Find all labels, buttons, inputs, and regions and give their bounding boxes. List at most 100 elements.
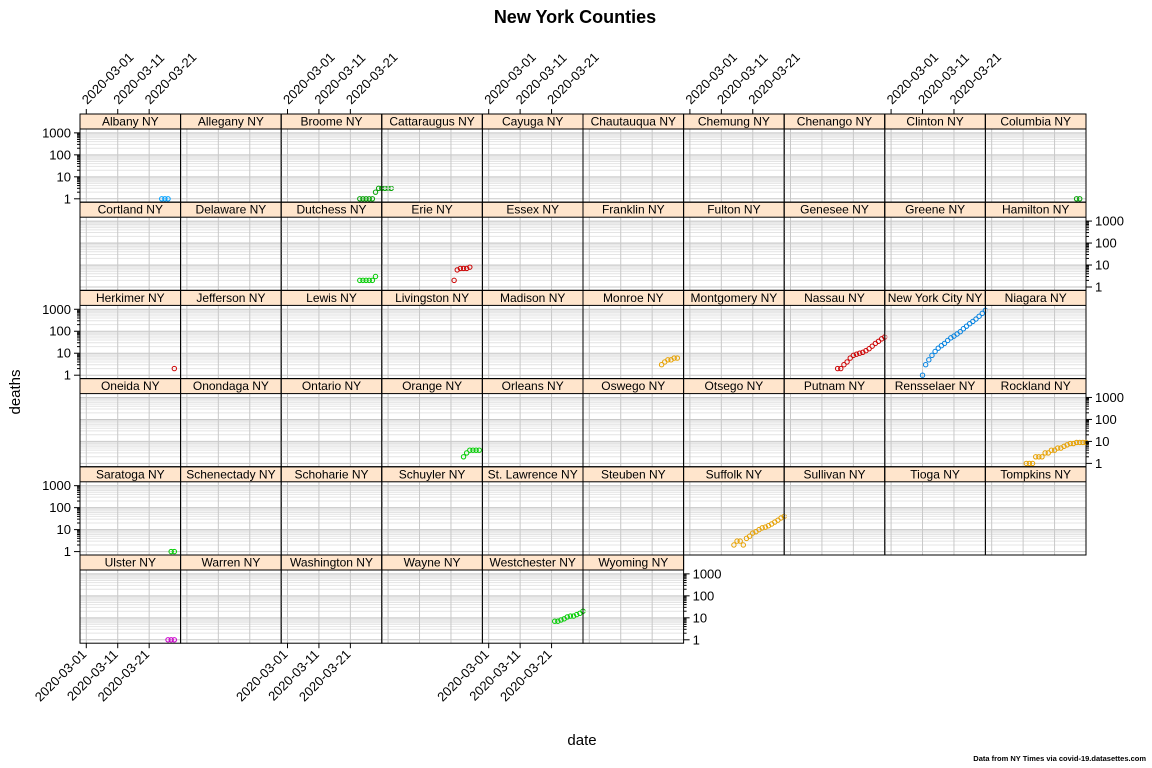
- panel-border: [984, 466, 1087, 556]
- data-point: [734, 538, 740, 544]
- panel-label: Jefferson NY: [196, 291, 265, 305]
- y-tick-label: 100: [49, 324, 71, 339]
- data-point: [476, 447, 482, 453]
- y-axis-label: deaths: [7, 369, 24, 414]
- y-tick-label: 10: [57, 522, 71, 537]
- y-tick-label: 100: [1095, 236, 1117, 251]
- data-point: [1073, 439, 1080, 446]
- data-point: [570, 613, 577, 619]
- panel: Niagara NY: [984, 289, 1087, 380]
- data-point: [740, 542, 747, 548]
- panel: Allegany NY: [180, 113, 282, 203]
- data-point: [473, 447, 479, 453]
- panel-label: Sullivan NY: [803, 467, 865, 481]
- data-point: [665, 357, 671, 363]
- panel: Steuben NY: [582, 466, 685, 556]
- y-tick-label: 10: [1095, 258, 1109, 273]
- panel: Tioga NY: [884, 466, 986, 556]
- data-point: [558, 617, 564, 623]
- panel-label: Schenectady NY: [186, 467, 275, 481]
- data-point: [866, 346, 872, 352]
- panel-label: Essex NY: [506, 203, 559, 217]
- panel-label: Westchester NY: [489, 556, 575, 570]
- panel-label: Chenango NY: [797, 115, 872, 129]
- panel: Monroe NY: [582, 289, 685, 380]
- chart-caption: Data from NY Times via covid-19.datasett…: [973, 754, 1146, 763]
- y-tick-label: 10: [57, 346, 71, 361]
- panel: Montgomery NY: [683, 289, 785, 380]
- panel-label: Otsego NY: [705, 379, 764, 393]
- panel-label: Albany NY: [102, 115, 159, 129]
- data-point: [567, 613, 574, 619]
- data-point: [1061, 443, 1067, 449]
- panel: Jefferson NY: [180, 289, 282, 380]
- panel: Dutchess NY: [280, 201, 383, 291]
- data-point: [853, 351, 860, 357]
- data-point: [1077, 196, 1083, 202]
- panel-label: Dutchess NY: [296, 203, 366, 217]
- panel: Fulton NY: [683, 201, 785, 291]
- y-tick-label: 100: [693, 588, 715, 603]
- panel-label: Chautauqua NY: [591, 115, 676, 129]
- panel: Wyoming NY 1 10 100 1000: [582, 554, 722, 647]
- panel-label: Broome NY: [300, 115, 362, 129]
- data-point: [1064, 442, 1070, 448]
- panel: Orange NY: [381, 378, 483, 468]
- panel: Wayne NY: [381, 554, 483, 644]
- panel-label: Orange NY: [402, 379, 462, 393]
- data-point: [869, 343, 875, 349]
- panel-label: Livingston NY: [395, 291, 469, 305]
- data-point: [847, 355, 853, 361]
- data-point: [1048, 447, 1055, 453]
- panel: Warren NY: [180, 554, 282, 644]
- y-tick-label: 1000: [42, 478, 71, 493]
- panel: Otsego NY: [683, 378, 785, 468]
- data-point: [1070, 440, 1077, 447]
- panel-label: Steuben NY: [601, 467, 666, 481]
- panel-label: Clinton NY: [906, 115, 963, 129]
- panel: Greene NY: [884, 201, 986, 291]
- data-point: [1039, 454, 1045, 460]
- data-point: [460, 265, 467, 272]
- data-point: [375, 185, 382, 192]
- data-point: [360, 277, 366, 284]
- data-point: [460, 454, 467, 460]
- panel-label: Nassau NY: [804, 291, 865, 305]
- y-tick-label: 1000: [42, 125, 71, 140]
- data-point: [162, 196, 168, 202]
- panel: Rensselaer NY: [884, 378, 986, 468]
- panel: Franklin NY: [582, 201, 685, 291]
- panel: Onondaga NY: [180, 378, 282, 468]
- data-point: [1036, 454, 1042, 460]
- data-point: [1080, 439, 1086, 446]
- panel: New York City NY: [884, 289, 989, 380]
- data-point: [658, 362, 665, 368]
- data-point: [1077, 439, 1083, 446]
- data-point: [470, 447, 476, 453]
- y-tick-label: 10: [1095, 434, 1109, 449]
- data-point: [932, 348, 938, 355]
- y-tick-label: 1000: [693, 566, 722, 581]
- data-point: [168, 548, 174, 555]
- panel: Delaware NY: [180, 201, 282, 291]
- data-point: [750, 530, 756, 536]
- panel-label: Tioga NY: [910, 467, 960, 481]
- panel: Oswego NY: [582, 378, 685, 468]
- panel-label: Herkimer NY: [96, 291, 165, 305]
- data-point: [463, 265, 470, 272]
- y-tick-label: 10: [57, 169, 71, 184]
- panel: Erie NY: [381, 201, 483, 291]
- panel-label: Chemung NY: [698, 115, 770, 129]
- panel-label: Erie NY: [411, 203, 452, 217]
- data-point: [457, 265, 464, 272]
- panel-label: Rockland NY: [1001, 379, 1071, 393]
- panel: Columbia NY: [984, 113, 1087, 203]
- data-point: [979, 310, 985, 317]
- panel-label: Ontario NY: [302, 379, 361, 393]
- panel: Chenango NY: [783, 113, 886, 203]
- data-point: [1067, 440, 1073, 447]
- data-point: [363, 277, 369, 284]
- data-point: [1073, 196, 1080, 202]
- data-point: [929, 352, 935, 359]
- data-point: [168, 637, 174, 643]
